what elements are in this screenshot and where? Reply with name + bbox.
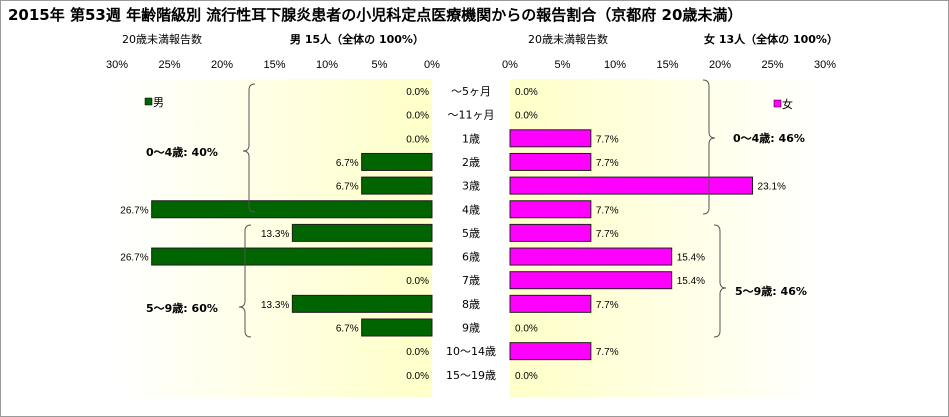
male-bar: [361, 318, 433, 337]
male-bar: [361, 152, 433, 171]
male-data-label: 0.0%: [406, 371, 429, 382]
female-bar: [509, 152, 592, 171]
female-axis-tick-25: 25%: [761, 59, 783, 71]
female-group-0-4-label: 0～4歳: 46%: [733, 131, 805, 145]
female-data-label: 7.7%: [596, 134, 619, 145]
category-label: 10～14歳: [446, 345, 496, 358]
category-label: 9歳: [462, 322, 480, 335]
male-data-label: 6.7%: [336, 324, 359, 335]
female-axis-tick-20: 20%: [709, 59, 731, 71]
female-legend-swatch: [773, 99, 782, 108]
male-data-label: 0.0%: [406, 134, 429, 145]
category-label: 3歳: [462, 180, 480, 193]
male-axis-tick-10: 10%: [316, 59, 338, 71]
category-label: 15～19歳: [446, 369, 496, 382]
male-group-brackets: 0～4歳: 40% 5～9歳: 60%: [146, 83, 256, 338]
category-label: 4歳: [462, 203, 480, 216]
female-axis-tick-15: 15%: [656, 59, 678, 71]
male-axis-tick-5: 5%: [372, 59, 388, 71]
female-header-label: 女 13人（全体の 100%）: [704, 32, 838, 46]
male-data-label: 0.0%: [406, 276, 429, 287]
female-axis-tick-10: 10%: [604, 59, 626, 71]
male-legend-swatch: [144, 97, 153, 106]
female-data-label: 7.7%: [596, 347, 619, 358]
male-bar: [151, 247, 433, 266]
male-header-label: 男 15人（全体の 100%）: [290, 32, 424, 46]
male-bar: [291, 223, 433, 242]
female-group-5-9-label: 5～9歳: 46%: [735, 284, 807, 298]
female-bracket-0-4: [702, 79, 716, 215]
female-legend: 女: [773, 97, 793, 111]
male-data-label: 0.0%: [406, 111, 429, 122]
female-legend-label: 女: [782, 97, 793, 111]
category-label: 1歳: [462, 132, 480, 145]
female-group-brackets: 0～4歳: 46% 5～9歳: 46%: [702, 79, 807, 338]
category-label: 6歳: [462, 251, 480, 264]
female-axis-tick-5: 5%: [555, 59, 571, 71]
category-label: 5歳: [462, 227, 480, 240]
male-bar: [291, 294, 433, 313]
male-group-5-9-label: 5～9歳: 60%: [146, 301, 218, 315]
female-data-label: 7.7%: [596, 229, 619, 240]
female-bar: [509, 223, 592, 242]
female-data-label: 7.7%: [596, 158, 619, 169]
female-bar: [509, 247, 673, 266]
data-labels-group: 0.0% 0.0% 0.0% 0.0% 0.0% 7.7% 6.7% 7.7% 6.7% 23.1…: [120, 87, 786, 382]
male-bar: [151, 200, 433, 219]
female-bar: [509, 342, 592, 361]
male-legend: 男: [144, 96, 164, 109]
male-data-label: 13.3%: [261, 229, 289, 240]
female-data-label: 0.0%: [515, 87, 538, 98]
male-data-label: 26.7%: [120, 253, 148, 264]
male-bar: [361, 176, 433, 195]
category-label: 2歳: [462, 156, 480, 169]
female-data-label: 0.0%: [515, 111, 538, 122]
male-group-0-4-label: 0～4歳: 40%: [146, 145, 218, 159]
category-label: 7歳: [462, 274, 480, 287]
female-data-label: 15.4%: [677, 276, 705, 287]
male-data-label: 26.7%: [120, 205, 148, 216]
male-data-label: 13.3%: [261, 300, 289, 311]
female-axis-tick-30: 30%: [814, 59, 836, 71]
male-data-label: 6.7%: [336, 158, 359, 169]
female-axis-ticks: 0% 5% 10% 15% 20% 25% 30%: [502, 59, 836, 71]
female-data-label: 7.7%: [596, 300, 619, 311]
female-axis-tick-0: 0%: [502, 59, 518, 71]
male-legend-label: 男: [153, 96, 164, 109]
male-axis-tick-15: 15%: [263, 59, 285, 71]
female-bracket-5-9: [713, 224, 727, 338]
category-label: ～5ヶ月: [451, 85, 491, 98]
category-labels-group: ～5ヶ月 ～11ヶ月 1歳 2歳 3歳 4歳 5歳 6歳 7歳 8歳 9歳 10～14歳 15～19歳: [446, 85, 496, 382]
male-header-caption: 20歳未満報告数: [122, 33, 202, 46]
female-data-label: 0.0%: [515, 371, 538, 382]
male-axis-tick-25: 25%: [158, 59, 180, 71]
female-data-label: 7.7%: [596, 205, 619, 216]
female-header-caption: 20歳未満報告数: [528, 33, 608, 46]
bars-group: [151, 129, 754, 361]
male-bracket-5-9: [238, 224, 252, 338]
male-data-label: 0.0%: [406, 347, 429, 358]
female-bar: [509, 294, 592, 313]
male-axis-ticks: 0% 5% 10% 15% 20% 25% 30%: [106, 59, 440, 71]
female-bar: [509, 129, 592, 148]
category-label: ～11ヶ月: [448, 109, 495, 122]
male-bracket-0-4: [242, 83, 256, 213]
female-data-label: 0.0%: [515, 324, 538, 335]
male-axis-tick-0: 0%: [424, 59, 440, 71]
female-bar: [509, 176, 754, 195]
male-data-label: 6.7%: [336, 182, 359, 193]
female-bar: [509, 200, 592, 219]
male-axis-tick-20: 20%: [211, 59, 233, 71]
category-label: 8歳: [462, 298, 480, 311]
male-data-label: 0.0%: [406, 87, 429, 98]
female-data-label: 23.1%: [758, 182, 786, 193]
chart-title: 2015年 第53週 年齢階級別 流行性耳下腺炎患者の小児科定点医療機関からの報…: [8, 6, 742, 24]
male-axis-tick-30: 30%: [106, 59, 128, 71]
female-bar: [509, 271, 673, 290]
female-data-label: 15.4%: [677, 253, 705, 264]
